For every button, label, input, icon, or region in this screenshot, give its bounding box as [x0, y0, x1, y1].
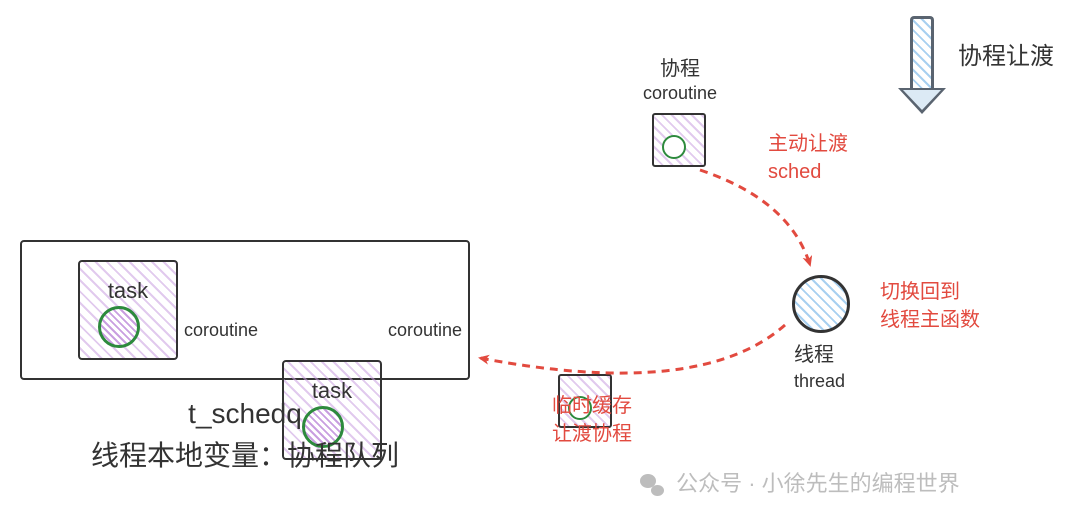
wechat-icon — [640, 474, 664, 496]
dashed-arrows-svg — [0, 0, 1080, 511]
watermark-text: 公众号 · 小徐先生的编程世界 — [676, 471, 960, 496]
dashed-arrow-cache — [480, 325, 785, 373]
watermark: 公众号 · 小徐先生的编程世界 — [640, 466, 960, 498]
dashed-arrow-sched — [700, 170, 810, 265]
